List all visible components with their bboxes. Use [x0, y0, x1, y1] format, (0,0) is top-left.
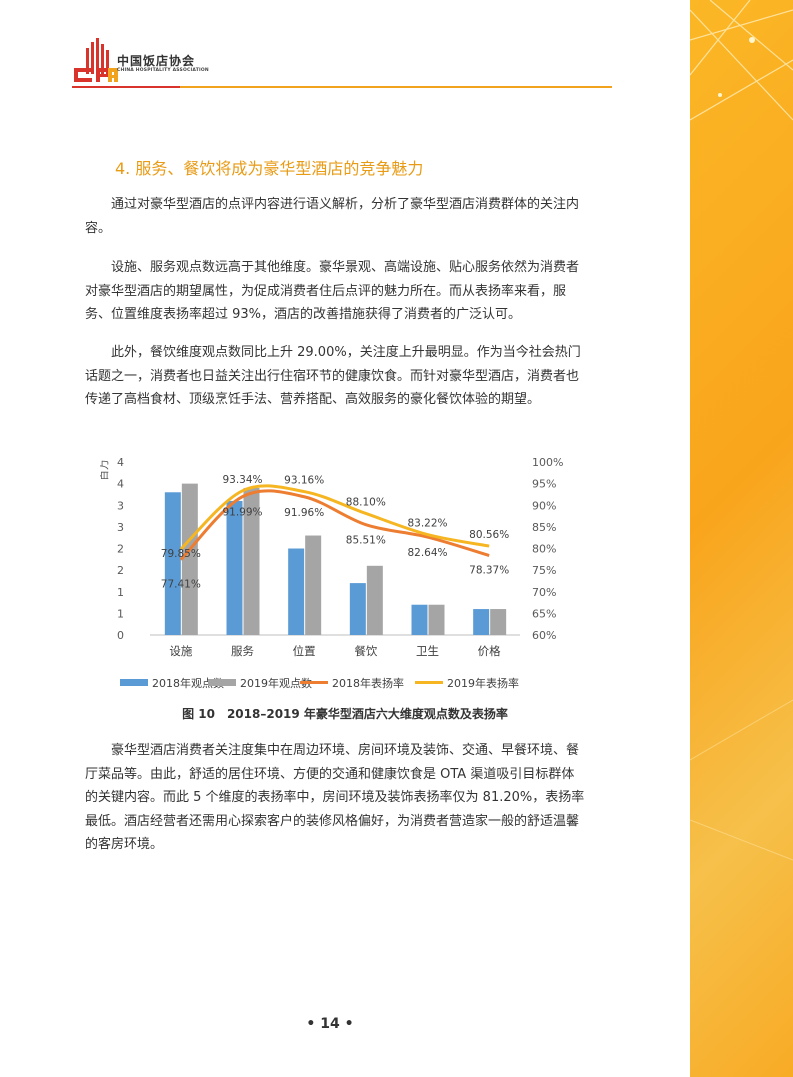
data-label-2019-2: 93.16% [284, 475, 324, 487]
data-label-2018-4: 82.64% [407, 547, 447, 559]
right-axis-tick-label: 100% [532, 456, 563, 469]
category-label: 餐饮 [354, 644, 377, 658]
side-band-pattern [690, 0, 793, 861]
data-label-2019-0: 79.85% [161, 548, 201, 560]
line-2019-praise-rate [179, 484, 490, 551]
category-label: 位置 [293, 644, 316, 658]
right-axis-tick-label: 85% [532, 521, 556, 534]
legend-label-0: 2018年观点数 [152, 676, 224, 690]
right-axis-tick-label: 65% [532, 607, 556, 620]
bar-2019-0 [181, 483, 198, 635]
paragraph-4: 豪华型酒店消费者关注度集中在周边环境、房间环境及装饰、交通、早餐环境、餐厅菜品等… [85, 743, 585, 852]
data-label-2018-3: 85.51% [346, 535, 386, 547]
right-axis-tick-label: 80% [532, 543, 556, 556]
left-axis-tick-label: 3 [117, 521, 124, 534]
data-label-2018-1: 91.99% [222, 507, 262, 519]
bar-2018-4 [411, 604, 428, 635]
org-name-cn: 中国饭店协会 [117, 54, 196, 68]
bar-2019-4 [428, 604, 445, 635]
paragraph-2: 设施、服务观点数远高于其他维度。豪华景观、高端设施、贴心服务依然为消费者对豪华型… [85, 260, 580, 322]
data-label-2018-5: 78.37% [469, 565, 509, 577]
right-axis-tick-label: 75% [532, 564, 556, 577]
bar-2019-3 [366, 565, 383, 635]
legend-label-3: 2019年表扬率 [447, 676, 519, 690]
data-label-2019-4: 83.22% [407, 518, 447, 530]
line-2018-praise-rate [179, 489, 490, 561]
bar-2019-1 [243, 487, 260, 635]
section-heading: 4. 服务、餐饮将成为豪华型酒店的竞争魅力 [115, 159, 424, 178]
left-axis-tick-label: 3 [117, 499, 124, 512]
header-rule [72, 86, 612, 88]
data-label-2019-3: 88.10% [346, 496, 386, 508]
bar-2018-3 [349, 583, 366, 635]
data-label-2019-5: 80.56% [469, 529, 509, 541]
category-label: 服务 [231, 644, 254, 658]
data-label-2019-1: 93.34% [222, 474, 262, 486]
left-axis-tick-label: 0 [117, 629, 124, 642]
legend-label-1: 2019年观点数 [240, 676, 312, 690]
right-axis-tick-label: 70% [532, 586, 556, 599]
left-axis-tick-label: 1 [117, 607, 124, 620]
bar-2018-0 [164, 492, 181, 635]
left-axis-tick-label: 1 [117, 586, 124, 599]
org-name-en: CHINA HOSPITALITY ASSOCIATION [117, 68, 209, 73]
data-label-2018-2: 91.96% [284, 507, 324, 519]
right-axis-tick-label: 90% [532, 499, 556, 512]
bar-2019-2 [305, 535, 322, 635]
page-number: • 14 • [306, 1016, 354, 1032]
left-axis-title: 百万 [100, 459, 110, 481]
left-axis-tick-label: 2 [117, 564, 124, 577]
left-axis-tick-label: 4 [117, 478, 124, 491]
bar-2018-1 [226, 500, 243, 635]
paragraph-3: 此外，餐饮维度观点数同比上升 29.00%，关注度上升最明显。作为当今社会热门话… [85, 345, 581, 407]
paragraph-1: 通过对豪华型酒店的点评内容进行语义解析，分析了豪华型酒店消费群体的关注内容。 [85, 197, 580, 236]
right-axis-tick-label: 60% [532, 629, 556, 642]
legend-swatch-0 [120, 679, 148, 686]
bar-2018-5 [473, 609, 490, 635]
category-label: 价格 [478, 644, 501, 658]
bar-2019-5 [490, 609, 507, 635]
category-label: 卫生 [416, 644, 439, 658]
legend-swatch-1 [208, 679, 236, 686]
right-axis-tick-label: 95% [532, 478, 556, 491]
category-label: 设施 [169, 644, 192, 658]
left-axis-tick-label: 4 [117, 456, 124, 469]
bar-2018-2 [288, 548, 305, 635]
left-axis-tick-label: 2 [117, 543, 124, 556]
legend-label-2: 2018年表扬率 [332, 676, 404, 690]
figure-caption: 图 10 2018–2019 年豪华型酒店六大维度观点数及表扬率 [182, 707, 508, 721]
decorative-side-band [690, 0, 793, 1077]
association-logo [74, 38, 118, 82]
data-label-2018-0: 77.41% [161, 579, 201, 591]
chart-figure-10: 0 1 1 2 2 3 3 4 4 百万 60% 65% 70% 75% 80% 85% 90% 95% 100% 7… [100, 456, 563, 690]
